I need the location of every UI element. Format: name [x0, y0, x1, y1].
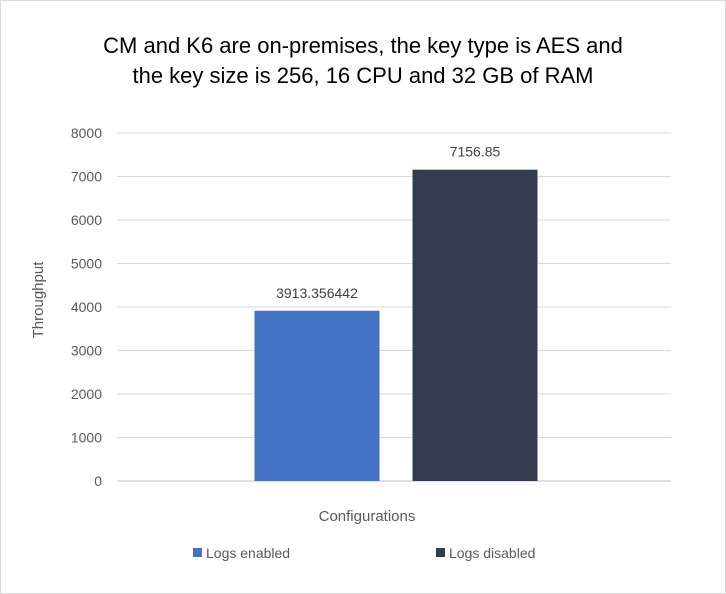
chart-title: CM and K6 are on-premises, the key type …: [1, 31, 725, 91]
y-tick-label: 5000: [71, 256, 102, 272]
legend-item: Logs disabled: [449, 545, 535, 561]
y-tick-label: 8000: [71, 125, 102, 141]
legend-swatch: [436, 548, 445, 557]
legend-swatch: [193, 548, 202, 557]
y-tick-labels: 0 1000 2000 3000 4000 5000 6000 7000 8000: [71, 125, 102, 489]
bar-logs-enabled: [254, 310, 380, 481]
y-tick-label: 0: [94, 473, 102, 489]
chart-title-line-2: the key size is 256, 16 CPU and 32 GB of…: [132, 63, 594, 88]
legend-item: Logs enabled: [206, 545, 290, 561]
y-tick-label: 3000: [71, 343, 102, 359]
bars: [254, 169, 538, 481]
y-tick-label: 7000: [71, 169, 102, 185]
data-labels: 3913.356442 7156.85: [276, 144, 500, 301]
x-axis-label: Configurations: [319, 508, 416, 525]
gridlines: [117, 132, 671, 482]
data-label: 7156.85: [450, 144, 501, 160]
chart-title-line-1: CM and K6 are on-premises, the key type …: [103, 33, 623, 58]
data-label: 3913.356442: [276, 285, 358, 301]
bar-logs-disabled: [412, 169, 538, 481]
y-tick-label: 4000: [71, 299, 102, 315]
y-tick-label: 6000: [71, 212, 102, 228]
y-axis-label: Throughput: [30, 261, 47, 339]
y-tick-label: 2000: [71, 386, 102, 402]
legend: Logs enabled Logs disabled: [193, 545, 535, 561]
y-tick-label: 1000: [71, 430, 102, 446]
